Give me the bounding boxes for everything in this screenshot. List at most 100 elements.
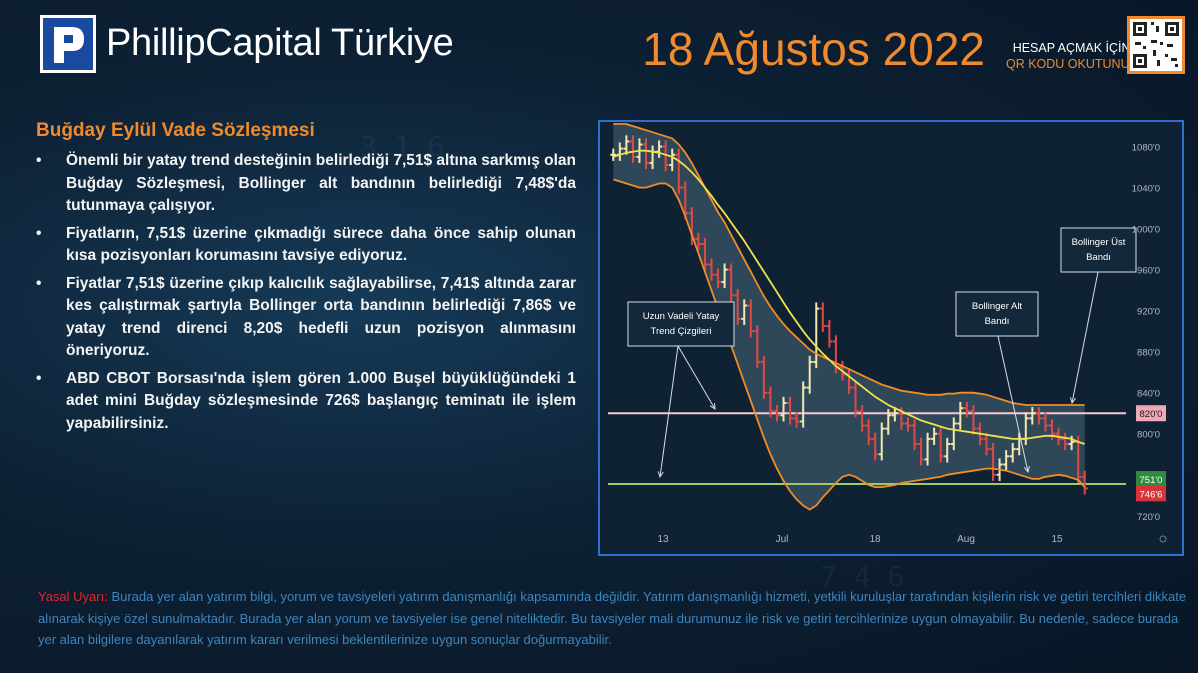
price-bar [957,401,964,430]
y-tick-label: 840'0 [1137,389,1160,400]
y-tick-label: 920'0 [1137,307,1160,318]
price-bar [629,135,636,163]
x-tick-label: 15 [1051,534,1063,545]
annotation-label: Uzun Vadeli Yatay [643,311,720,322]
price-bar [793,412,800,428]
qr-instruction-line2: QR KODU OKUTUNUZ [1006,57,1138,71]
price-bar [918,437,925,466]
price-bar [904,417,911,432]
price-bar [891,407,898,422]
price-bar [806,355,813,394]
price-bar [760,355,767,399]
price-bar [937,427,944,463]
price-bar [983,432,990,456]
price-label-tag [1136,471,1166,487]
annotation-box [1060,227,1137,273]
phillipcapital-logo [40,15,96,73]
legal-disclaimer: Yasal Uyarı: Burada yer alan yatırım bil… [38,586,1188,651]
annotation-arrow [677,345,716,410]
price-chart: Uzun Vadeli Yatay Trend Çizgileri Bollinge… [598,120,1184,556]
price-bar [872,432,879,461]
price-bar [1035,407,1042,425]
price-bar [813,302,820,369]
chart-annotation: Bollinger Üst Bandı [1060,227,1137,405]
price-label-text: 820'0 [1140,409,1163,420]
bollinger-middle-line [613,149,1085,445]
bollinger-upper-line [613,123,1085,406]
annotation-label: Trend Çizgileri [651,326,712,337]
annotation-arrowhead [1023,466,1030,474]
price-bar [610,148,617,161]
price-bar [931,427,938,446]
chart-settings-icon [1159,535,1167,543]
price-bar [708,258,715,281]
price-label-text: 746'6 [1140,489,1163,500]
price-bar [682,181,689,220]
price-bar [819,302,826,333]
annotation-label: Bollinger Alt [972,301,1023,312]
bullet-marker: • [36,274,42,292]
y-tick-label: 1080'0 [1132,143,1160,154]
disclaimer-text: Burada yer alan yatırım bilgi, yorum ve … [38,589,1187,647]
price-bar [1003,450,1010,471]
x-tick-label: 18 [869,534,881,545]
annotation-label: Bollinger Üst [1072,237,1126,248]
list-item: • Önemli bir yatay trend desteğinin belir… [36,150,576,218]
price-bar [924,432,931,466]
qr-instruction: HESAP AÇMAK İÇİN QR KODU OKUTUNUZ [1006,40,1137,72]
annotation-box [627,301,735,347]
y-tick-label: 1000'0 [1132,225,1160,236]
y-tick-label: 880'0 [1137,348,1160,359]
price-bar [800,381,807,428]
section-title: Buğday Eylül Vade Sözleşmesi [36,120,315,141]
page-date: 18 Ağustos 2022 [642,23,985,75]
list-item: • Fiyatların, 7,51$ üzerine çıkmadığı sür… [36,223,576,268]
price-label-tag [1136,485,1166,502]
price-bar [623,135,630,155]
annotation-arrowhead [709,402,716,410]
qr-instruction-line1: HESAP AÇMAK İÇİN [1012,41,1131,55]
price-bar [695,232,702,251]
qr-code[interactable] [1127,16,1185,74]
bollinger-lower-line [613,178,1086,511]
price-bar [878,422,885,461]
disclaimer-label: Yasal Uyarı: [38,589,108,604]
bullet-marker: • [36,224,42,242]
y-tick-label: 960'0 [1137,266,1160,277]
price-bar [741,299,748,326]
price-bar [1062,432,1069,451]
analysis-bullets: • Önemli bir yatay trend desteğinin belir… [36,150,576,440]
price-bar [701,237,708,271]
annotation-label: Bandı [1086,252,1111,263]
y-tick-label: 720'0 [1137,512,1160,523]
price-bar [852,381,859,418]
price-bar [944,437,951,463]
bullet-marker: • [36,369,42,387]
price-bar [662,140,669,172]
chart-annotation: Bollinger Alt Bandı [955,291,1039,474]
price-bar [780,396,787,422]
price-bar [747,299,754,338]
price-bar [1042,412,1049,432]
price-bar [1081,470,1088,495]
annotation-label: Bandı [985,316,1010,327]
list-item: • ABD CBOT Borsası'nda işlem gören 1.000 … [36,368,576,436]
price-bar [1009,442,1016,463]
price-bar [773,405,780,422]
brand-name: PhillipCapital Türkiye [106,22,454,64]
price-bar [826,319,833,348]
price-bar [911,419,918,451]
bullet-text: Fiyatların, 7,51$ üzerine çıkmadığı süre… [66,224,576,265]
price-bar [754,325,761,369]
price-bar [669,148,676,172]
annotation-arrowhead [1070,397,1077,405]
price-label-tag [1136,405,1166,422]
bullet-text: Önemli bir yatay trend desteğinin belirl… [66,152,576,214]
price-bar [675,148,682,194]
price-bar [734,289,741,326]
price-bar [721,263,728,289]
price-label-text: 751'0 [1140,475,1163,486]
background-decoration: 7 4 6 [820,560,905,593]
x-tick-label: Jul [776,534,789,545]
price-bar [859,405,866,432]
